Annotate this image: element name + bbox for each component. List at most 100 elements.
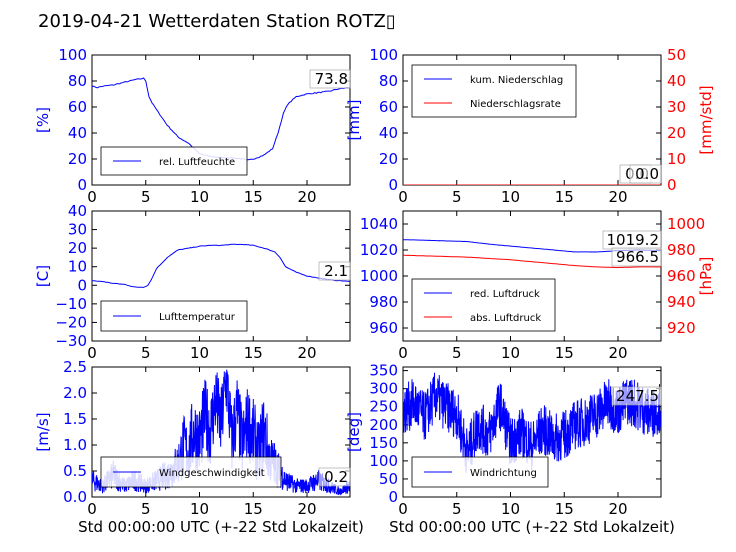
x-tick-label: 0 <box>87 344 97 362</box>
x-tick-label: 15 <box>555 188 574 206</box>
value-annotation-box <box>309 69 351 89</box>
x-tick-label: 10 <box>501 344 520 362</box>
x-tick-label: 15 <box>244 188 263 206</box>
y-tick-label: 40 <box>379 124 398 142</box>
y-tick-label: −10 <box>55 295 87 313</box>
y2-tick-label: 920 <box>667 319 696 337</box>
y-tick-label: 0 <box>388 176 398 194</box>
y-tick-label: 20 <box>68 150 87 168</box>
y2-tick-label: 10 <box>667 150 686 168</box>
y-axis-label: [deg] <box>345 412 363 452</box>
value-annotation: 0.2 <box>324 468 348 486</box>
y-tick-label: 960 <box>369 319 398 337</box>
value-annotation: 2.1 <box>324 262 348 280</box>
value-annotation-box <box>318 261 351 281</box>
y-tick-label: 1000 <box>360 267 398 285</box>
value-annotation: 0.0 <box>635 165 659 183</box>
y-tick-label: 80 <box>379 72 398 90</box>
figure-title: 2019-04-21 Wetterdaten Station ROTZ▯ <box>38 11 396 32</box>
y-tick-label: 350 <box>369 362 398 380</box>
y-tick-label: 40 <box>68 124 87 142</box>
value-annotation-box <box>629 164 662 184</box>
y-tick-label: 10 <box>68 258 87 276</box>
legend-label: kum. Niederschlag <box>470 75 563 86</box>
series-line-lufttemperatur <box>92 243 350 288</box>
y-tick-label: 100 <box>369 46 398 64</box>
x-tick-label: 20 <box>608 500 627 518</box>
legend-box <box>100 146 248 176</box>
y-axis-label: [mm] <box>345 100 363 141</box>
y2-tick-label: 960 <box>667 267 696 285</box>
y-tick-label: 200 <box>369 416 398 434</box>
y-axis-label: [m/s] <box>34 412 52 451</box>
x-tick-label: 5 <box>452 500 462 518</box>
value-annotation: 1019.2 <box>607 231 660 249</box>
subplot-1: 0 5 10 15 20 0 20 40 60 80 100 0 10 20 30 40 50 [mm] [mm/s… <box>345 46 715 206</box>
y-tick-label: 40 <box>68 202 87 220</box>
y2-tick-label: 30 <box>667 98 686 116</box>
value-annotation: 966.5 <box>616 248 659 266</box>
y-tick-label: 980 <box>369 293 398 311</box>
y2-tick-label: 50 <box>667 46 686 64</box>
y-tick-label: 2.0 <box>63 384 87 402</box>
legend-box <box>411 278 556 332</box>
y-tick-label: 100 <box>58 46 87 64</box>
y2-tick-label: 40 <box>667 72 686 90</box>
x-tick-label: 20 <box>608 188 627 206</box>
y-tick-label: 250 <box>369 398 398 416</box>
y-tick-label: 1.0 <box>63 436 87 454</box>
y-tick-label: 0.0 <box>63 488 87 506</box>
y-tick-label: −20 <box>55 313 87 331</box>
y2-axis-label: [hPa] <box>697 257 715 296</box>
x-tick-label: 5 <box>141 500 151 518</box>
y-axis-label: [%] <box>34 107 52 133</box>
x-tick-label: 10 <box>190 344 209 362</box>
x-tick-label: 15 <box>244 500 263 518</box>
y-tick-label: 0 <box>77 176 87 194</box>
value-annotation-box <box>611 247 662 267</box>
x-tick-label: 10 <box>190 500 209 518</box>
x-tick-label: 15 <box>244 344 263 362</box>
subplot-4: 0 5 10 15 20 0.0 0.5 1.0 1.5 2.0 2.5 [m/s] Std 00:00… <box>34 358 364 536</box>
x-tick-label: 20 <box>297 188 316 206</box>
y-tick-label: 60 <box>379 98 398 116</box>
y2-tick-label: 20 <box>667 124 686 142</box>
y-tick-label: 20 <box>379 150 398 168</box>
subplot-2: 0 5 10 15 20−30−20−10010203040[C]Lufttempera… <box>34 202 351 362</box>
x-tick-label: 20 <box>608 344 627 362</box>
x-tick-label: 10 <box>501 188 520 206</box>
y2-tick-label: 980 <box>667 241 696 259</box>
y2-axis-label: [mm/std] <box>697 85 715 154</box>
value-annotation-box <box>318 467 351 487</box>
y-tick-label: 0 <box>77 276 87 294</box>
legend-box <box>100 300 248 332</box>
x-tick-label: 15 <box>555 344 574 362</box>
y-tick-label: 50 <box>379 470 398 488</box>
y-tick-label: 1040 <box>360 215 398 233</box>
value-annotation: 73.8 <box>315 70 348 88</box>
x-tick-label: 15 <box>555 500 574 518</box>
legend-label: Lufttemperatur <box>159 312 236 323</box>
y-tick-label: 150 <box>369 434 398 452</box>
x-tick-label: 5 <box>452 344 462 362</box>
y-tick-label: 20 <box>68 239 87 257</box>
y-tick-label: 80 <box>68 72 87 90</box>
legend-label: Windrichtung <box>470 468 537 479</box>
x-axis-label: Std 00:00:00 UTC (+-22 Std Lokalzeit) <box>78 518 364 536</box>
legend-label: rel. Luftfeuchte <box>159 157 235 168</box>
y-tick-label: 0 <box>388 488 398 506</box>
x-tick-label: 5 <box>141 344 151 362</box>
y2-tick-label: 940 <box>667 293 696 311</box>
x-tick-label: 5 <box>452 188 462 206</box>
x-tick-label: 0 <box>87 188 97 206</box>
x-tick-label: 10 <box>501 500 520 518</box>
y-tick-label: 1020 <box>360 241 398 259</box>
y-tick-label: −30 <box>55 332 87 350</box>
value-annotation: 247.5 <box>616 387 659 405</box>
x-tick-label: 20 <box>297 344 316 362</box>
y-axis-label: [C] <box>34 265 52 287</box>
x-tick-label: 0 <box>87 500 97 518</box>
legend-label: Niederschlagsrate <box>470 99 561 110</box>
